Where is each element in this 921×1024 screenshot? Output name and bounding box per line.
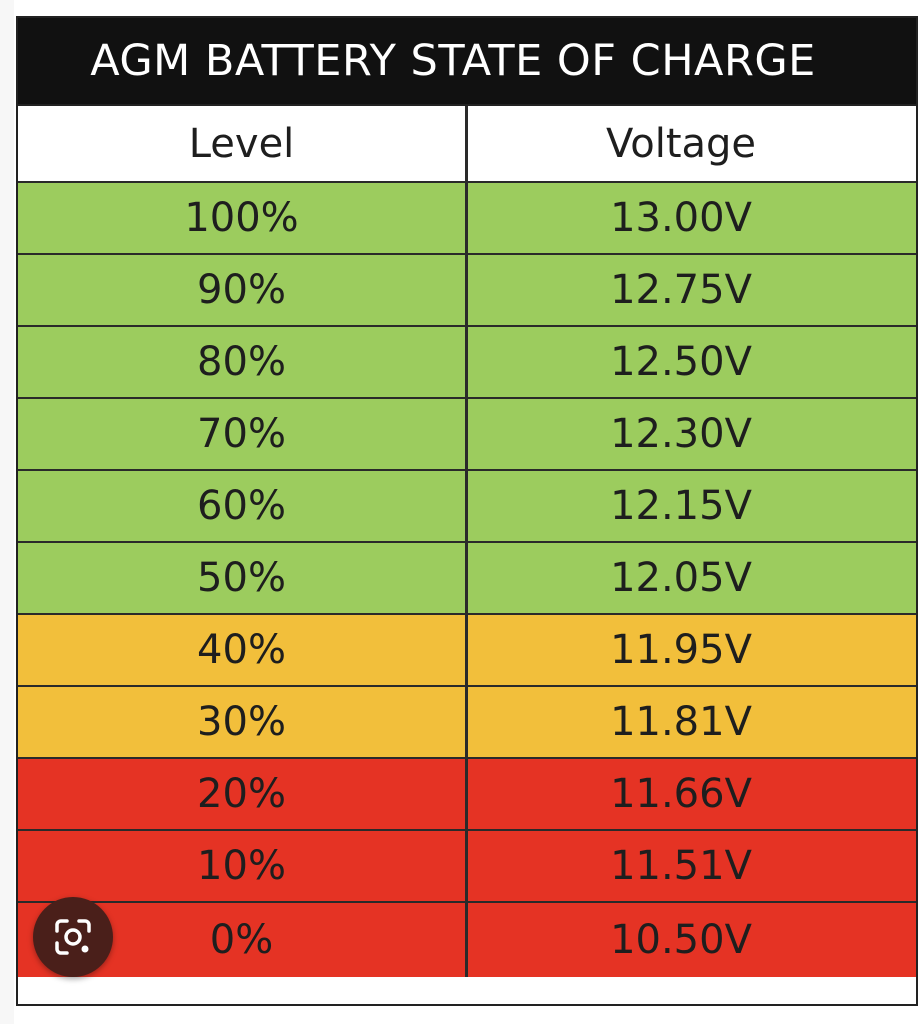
level-cell: 70% xyxy=(18,399,468,469)
level-cell: 20% xyxy=(18,759,468,829)
table-row: 70% 12.30V xyxy=(18,399,916,471)
voltage-cell: 11.95V xyxy=(610,627,752,673)
level-cell: 50% xyxy=(18,543,468,613)
voltage-cell: 11.51V xyxy=(610,843,752,889)
voltage-cell: 11.81V xyxy=(610,699,752,745)
level-cell: 100% xyxy=(18,183,468,253)
table-row: 10% 11.51V xyxy=(18,831,916,903)
level-cell: 80% xyxy=(18,327,468,397)
level-cell: 0% xyxy=(18,903,468,977)
voltage-cell: 12.15V xyxy=(610,483,752,529)
level-cell: 30% xyxy=(18,687,468,757)
level-cell: 90% xyxy=(18,255,468,325)
table-header-row: Level Voltage xyxy=(18,106,916,183)
table-title: AGM BATTERY STATE OF CHARGE xyxy=(18,18,916,106)
level-cell: 10% xyxy=(18,831,468,901)
table-row: 30% 11.81V xyxy=(18,687,916,759)
header-level: Level xyxy=(18,106,468,181)
voltage-cell: 11.66V xyxy=(610,771,752,817)
battery-charge-table: AGM BATTERY STATE OF CHARGE Level Voltag… xyxy=(16,16,918,1006)
voltage-cell: 13.00V xyxy=(610,195,752,241)
table-row: 90% 12.75V xyxy=(18,255,916,327)
level-cell: 60% xyxy=(18,471,468,541)
lens-search-button[interactable] xyxy=(33,897,113,977)
table-row: 60% 12.15V xyxy=(18,471,916,543)
voltage-cell: 10.50V xyxy=(610,917,752,963)
table-row: 0% 10.50V xyxy=(18,903,916,977)
voltage-cell: 12.05V xyxy=(610,555,752,601)
table-row: 20% 11.66V xyxy=(18,759,916,831)
header-voltage: Voltage xyxy=(605,120,757,167)
voltage-cell: 12.75V xyxy=(610,267,752,313)
voltage-cell: 12.30V xyxy=(610,411,752,457)
lens-search-icon xyxy=(55,919,91,955)
page-edge xyxy=(0,0,14,1024)
table-row: 100% 13.00V xyxy=(18,183,916,255)
table-row: 40% 11.95V xyxy=(18,615,916,687)
table-row: 80% 12.50V xyxy=(18,327,916,399)
level-cell: 40% xyxy=(18,615,468,685)
table-row: 50% 12.05V xyxy=(18,543,916,615)
voltage-cell: 12.50V xyxy=(610,339,752,385)
